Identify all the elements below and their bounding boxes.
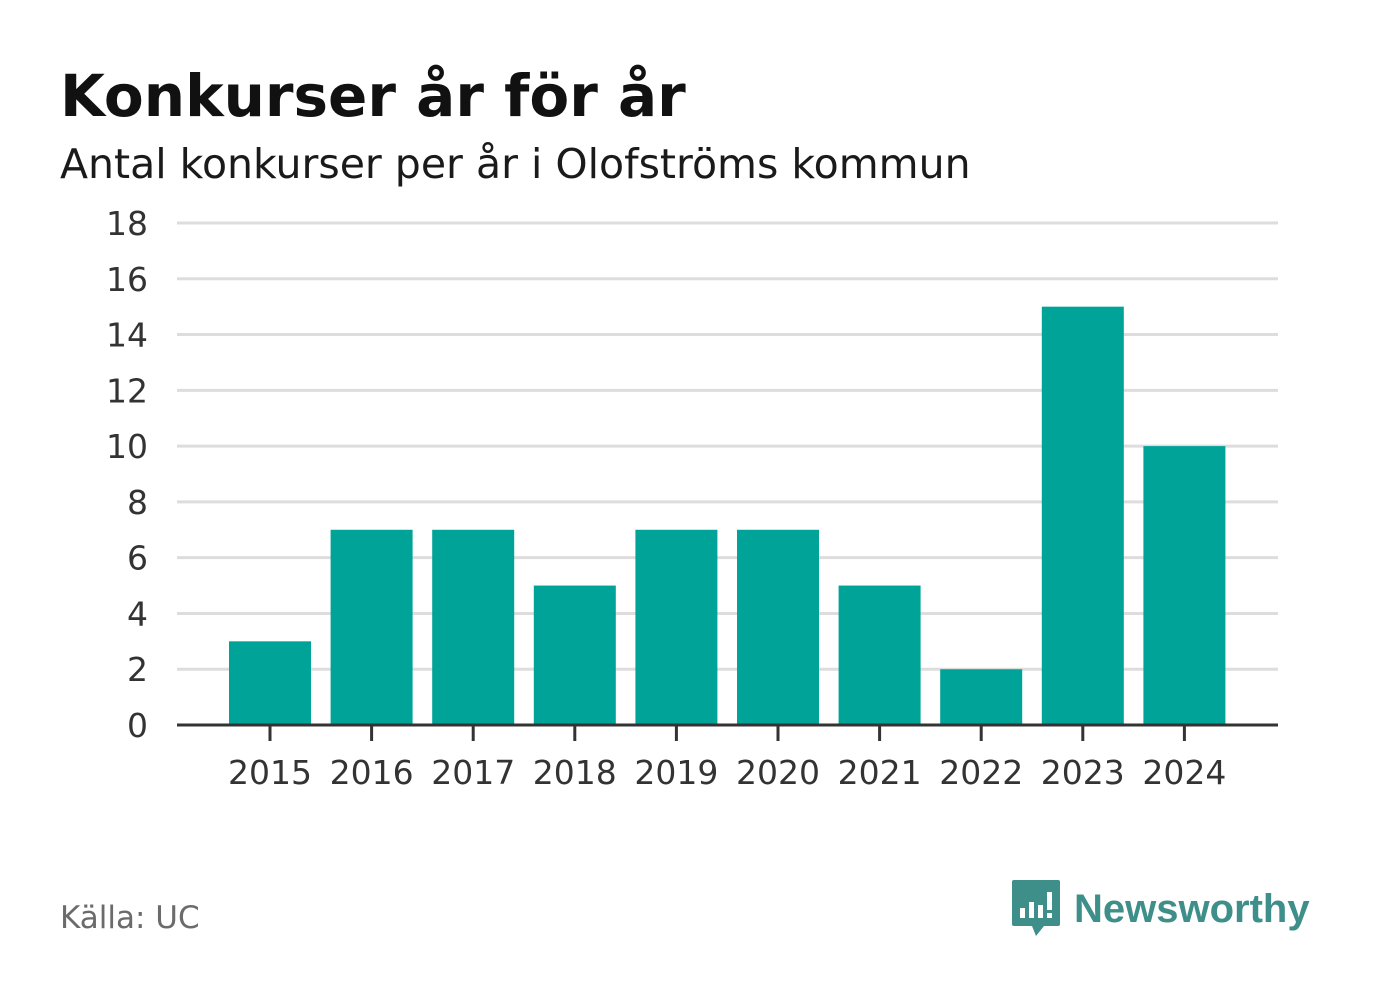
x-tick-label: 2015 bbox=[228, 753, 312, 792]
x-tick-label: 2017 bbox=[431, 753, 515, 792]
x-tick-label: 2018 bbox=[533, 753, 617, 792]
bar-2021 bbox=[838, 585, 921, 725]
bar-2017 bbox=[432, 529, 515, 725]
x-tick-label: 2016 bbox=[330, 753, 414, 792]
x-tick-label: 2022 bbox=[939, 753, 1023, 792]
bar-2023 bbox=[1041, 306, 1124, 725]
bar-2016 bbox=[330, 529, 413, 725]
y-tick-label: 8 bbox=[127, 483, 148, 522]
y-tick-label: 14 bbox=[106, 316, 148, 355]
brand-name: Newsworthy bbox=[1074, 886, 1310, 931]
bars bbox=[229, 306, 1226, 725]
bar-2020 bbox=[737, 529, 819, 725]
y-tick-label: 16 bbox=[106, 260, 148, 299]
x-axis bbox=[177, 723, 1278, 741]
x-tick-label: 2019 bbox=[634, 753, 718, 792]
x-tick-label: 2024 bbox=[1142, 753, 1226, 792]
y-tick-label: 2 bbox=[127, 650, 148, 689]
bar-2022 bbox=[940, 669, 1023, 725]
bar-2015 bbox=[229, 641, 311, 725]
x-tick-label: 2021 bbox=[838, 753, 922, 792]
x-tick-label: 2020 bbox=[736, 753, 820, 792]
brand-logo: Newsworthy bbox=[1010, 878, 1310, 940]
y-tick-label: 12 bbox=[106, 371, 148, 410]
bar-2019 bbox=[635, 529, 718, 725]
y-tick-label: 10 bbox=[106, 427, 148, 466]
y-tick-label: 18 bbox=[106, 204, 148, 243]
source-note: Källa: UC bbox=[60, 900, 200, 936]
newsworthy-logo-icon bbox=[1012, 880, 1060, 936]
bar-2024 bbox=[1143, 446, 1226, 725]
x-axis-ticks: 2015 2016 2017 2018 2019 2020 2021 2022 2023 2024 bbox=[228, 753, 1226, 792]
chart-subtitle: Antal konkurser per år i Olofströms komm… bbox=[60, 140, 971, 188]
chart-title: Konkurser år för år bbox=[60, 62, 686, 130]
y-tick-label: 4 bbox=[127, 594, 148, 633]
y-tick-label: 0 bbox=[127, 706, 148, 745]
bar-2018 bbox=[533, 585, 616, 725]
y-tick-label: 6 bbox=[127, 539, 148, 578]
x-tick-label: 2023 bbox=[1041, 753, 1125, 792]
y-axis-ticks: 0 2 4 6 8 10 12 14 16 18 bbox=[106, 204, 148, 745]
